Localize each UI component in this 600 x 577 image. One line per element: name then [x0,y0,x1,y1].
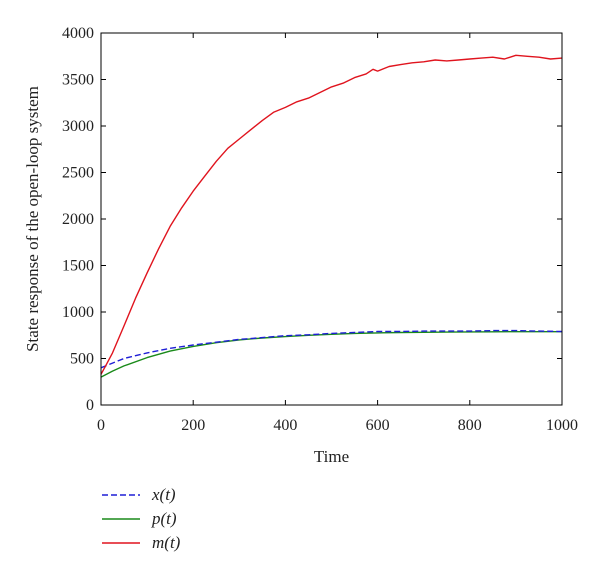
y-tick-label: 3000 [62,118,94,135]
y-tick-label: 3500 [62,72,94,89]
x-axis-label: Time [314,447,349,466]
x-tick-label: 200 [181,417,205,434]
series-line-mt [100,54,563,375]
y-axis: 0 500 1000 1500 2000 2500 3000 3500 4000 [62,25,562,414]
legend-label: p(t) [151,509,177,528]
x-tick-label: 0 [97,417,105,434]
x-tick-label: 1000 [546,417,578,434]
x-tick-label: 600 [366,417,390,434]
y-tick-label: 1000 [62,304,94,321]
legend: x(t) p(t) m(t) [102,485,181,552]
plot-lines [100,54,563,378]
legend-label: x(t) [151,485,176,504]
y-axis-label: State response of the open-loop system [23,86,42,352]
y-tick-label: 2500 [62,165,94,182]
y-tick-label: 500 [70,351,94,368]
x-axis: 0 200 400 600 800 1000 [97,33,578,434]
x-tick-label: 400 [273,417,297,434]
y-tick-label: 4000 [62,25,94,42]
series-line-pt [100,331,562,378]
series-line-xt [100,329,563,369]
legend-label: m(t) [152,533,181,552]
y-tick-label: 2000 [62,211,94,228]
y-tick-label: 1500 [62,258,94,275]
x-tick-label: 800 [458,417,482,434]
y-tick-label: 0 [86,397,94,414]
plot-frame [100,32,563,406]
